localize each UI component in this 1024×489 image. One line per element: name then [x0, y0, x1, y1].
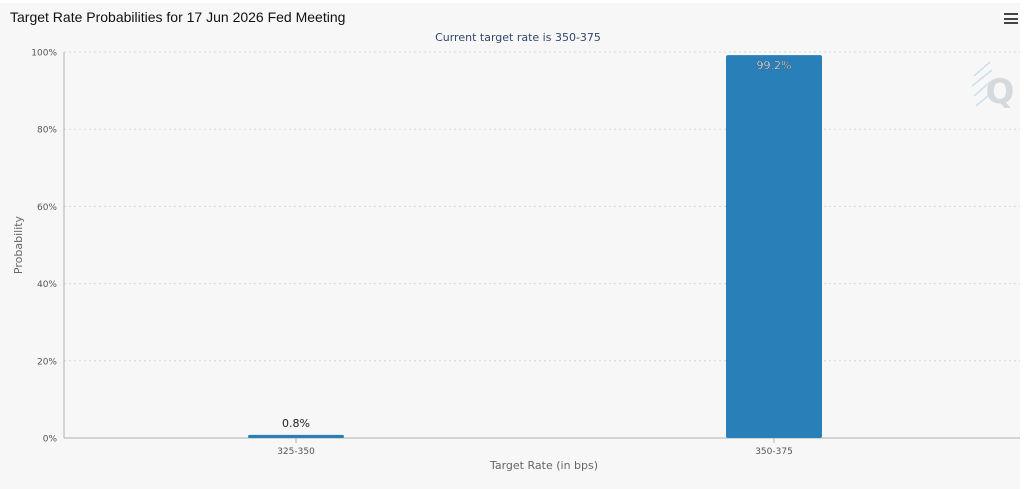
chart-subtitle: Current target rate is 350-375: [435, 31, 601, 44]
x-axis-ticks: 325-350 350-375: [277, 438, 793, 457]
data-label: 0.8%: [282, 417, 310, 430]
y-tick-label: 20%: [37, 357, 57, 367]
right-border: [1020, 0, 1024, 489]
grid-lines: [63, 51, 1020, 439]
q-logo-icon: Q: [971, 61, 1015, 112]
x-axis-label: Target Rate (in bps): [489, 459, 598, 472]
bar[interactable]: [248, 434, 344, 438]
y-tick-label: 0%: [43, 435, 58, 445]
bars: 0.8% 99.2%: [248, 55, 822, 438]
hamburger-menu-icon[interactable]: [1004, 13, 1018, 25]
y-tick-label: 40%: [37, 280, 57, 290]
chart-title: Target Rate Probabilities for 17 Jun 202…: [10, 9, 346, 25]
y-tick-label: 80%: [37, 126, 57, 136]
top-border: [0, 0, 1024, 3]
y-tick-label: 100%: [31, 49, 57, 59]
svg-text:Q: Q: [986, 72, 1015, 112]
y-tick-label: 60%: [37, 203, 57, 213]
x-tick-label: 325-350: [277, 447, 315, 457]
y-axis-ticks: 0% 20% 40% 60% 80% 100%: [31, 49, 57, 445]
bar[interactable]: [726, 55, 822, 438]
y-axis-label: Probability: [12, 215, 25, 274]
data-label: 99.2%: [757, 59, 792, 72]
x-tick-label: 350-375: [755, 447, 793, 457]
